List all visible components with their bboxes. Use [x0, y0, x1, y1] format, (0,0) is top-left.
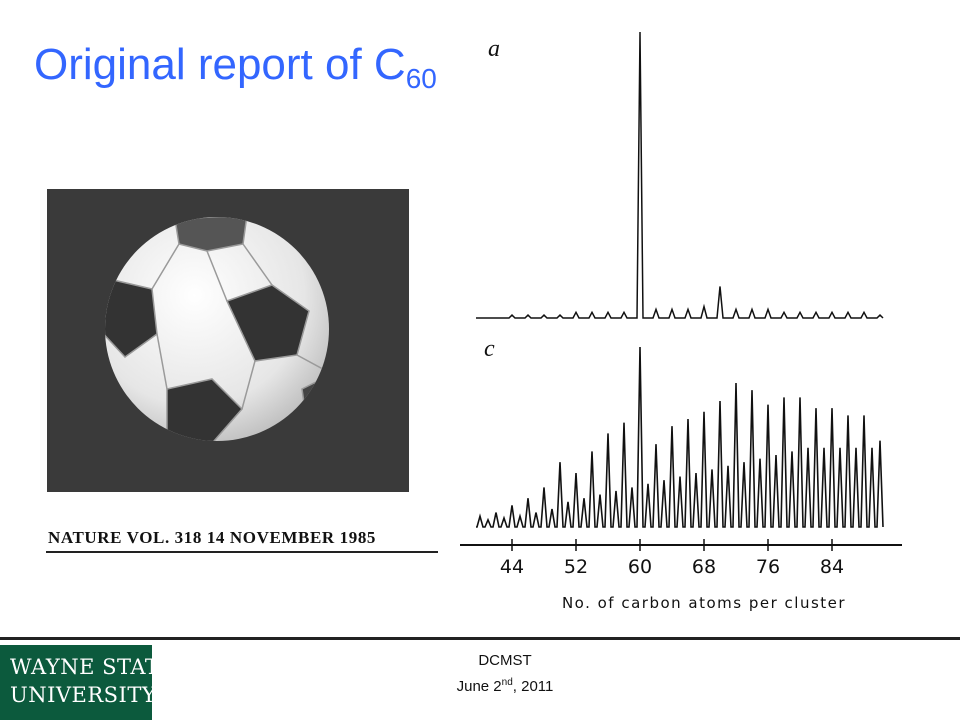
x-tick-label-76: 76 — [756, 556, 780, 578]
x-tick-label-68: 68 — [692, 556, 716, 578]
x-tick-label-84: 84 — [820, 556, 844, 578]
footer-info: DCMST June 2nd, 2011 — [380, 650, 630, 698]
title-subscript: 60 — [405, 63, 437, 94]
footer-date-prefix: June 2 — [456, 678, 502, 695]
wayne-state-logo: WAYNE STATE UNIVERSITY — [0, 645, 175, 720]
x-tick-label-44: 44 — [500, 556, 524, 578]
panel-c-label: c — [484, 336, 495, 362]
x-axis-ticks: 44 52 60 68 76 84 — [500, 539, 844, 578]
footer-date-sup: nd — [501, 677, 513, 688]
soccer-ball-photo — [47, 189, 409, 492]
x-tick-label-60: 60 — [628, 556, 652, 578]
spectrum-c-series-line — [476, 346, 884, 528]
footer-date-suffix: , 2011 — [512, 678, 554, 695]
title-text: Original report of C — [34, 40, 406, 89]
journal-citation: NATURE VOL. 318 14 NOVEMBER 1985 — [48, 528, 377, 547]
logo-line-1: WAYNE STATE — [10, 655, 176, 679]
logo-line-2: UNIVERSITY — [10, 683, 157, 707]
footer-org: DCMST — [478, 652, 532, 669]
citation-rule — [46, 551, 438, 553]
slide-title: Original report of C60 — [34, 40, 437, 95]
mass-spectrum-chart: a c 44 52 60 68 76 84 No. of carbon atoms per… — [460, 31, 902, 612]
x-axis-label: No. of carbon atoms per cluster — [562, 594, 846, 612]
soccer-ball-image — [47, 189, 409, 492]
footer-divider — [0, 637, 960, 640]
x-tick-label-52: 52 — [564, 556, 588, 578]
spectrum-a-series-line — [476, 31, 884, 319]
footer-date: June 2nd, 2011 — [380, 672, 630, 698]
panel-a-label: a — [488, 36, 500, 62]
